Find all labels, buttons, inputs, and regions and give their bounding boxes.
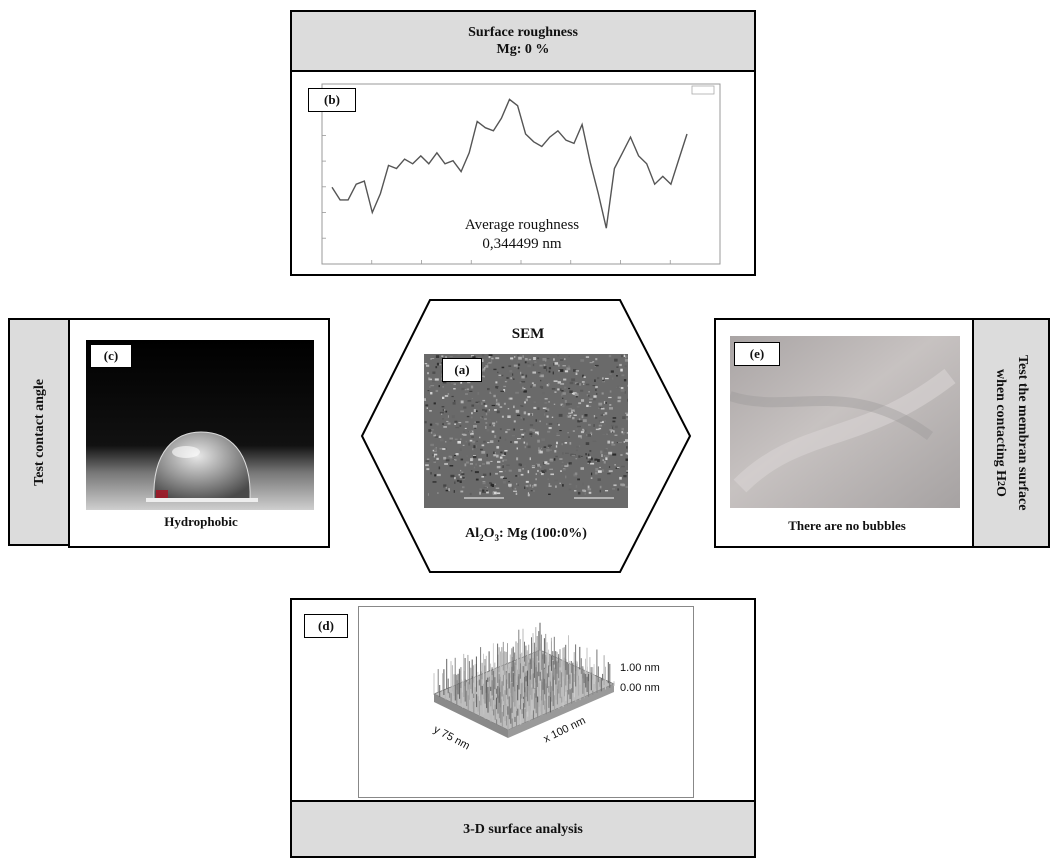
tag-a: (a) <box>442 358 482 382</box>
average-roughness-value: 0,344499 nm <box>482 236 562 252</box>
sem-caption-rest: : Mg (100:0%) <box>499 526 587 541</box>
sem-caption: Al2O3: Mg (100:0%) <box>424 526 628 543</box>
roughness-header: Surface roughness Mg: 0 % <box>290 10 756 72</box>
water-test-caption: There are no bubbles <box>788 518 906 533</box>
tag-b: (b) <box>308 88 356 112</box>
water-test-side-label: Test the membran surface when contacting… <box>972 318 1050 548</box>
water-test-label-line1: Test the membran surface <box>1015 355 1030 511</box>
membrane-surface-image <box>730 336 960 508</box>
water-test-label-text: Test the membran surface when contacting… <box>989 355 1033 510</box>
contact-angle-side-label: Test contact angle <box>8 318 70 546</box>
roughness-header-line1: Surface roughness <box>468 25 578 40</box>
roughness-profile-plot <box>321 83 721 265</box>
average-roughness-label: Average roughness <box>464 217 580 233</box>
water-test-label-sub: 2 <box>995 481 1006 487</box>
tag-c: (c) <box>90 344 132 368</box>
water-test-label-end: O <box>993 486 1008 497</box>
contact-angle-caption: Hydrophobic <box>164 514 238 529</box>
surface-3d-plot <box>433 622 615 738</box>
roughness-panel: (b) Average roughness 0,344499 nm <box>290 70 756 276</box>
sem-caption-o: O <box>483 526 495 541</box>
water-test-label-line2: when contacting H <box>993 369 1008 482</box>
sem-caption-sub2: 3 <box>494 532 500 543</box>
contact-angle-panel: (c) Hydrophobic <box>68 318 330 548</box>
surface-3d-frame <box>358 606 694 798</box>
water-test-panel: (e) There are no bubbles <box>714 318 976 548</box>
water-droplet-image <box>86 340 314 510</box>
sem-caption-sub1: 2 <box>479 532 484 543</box>
tag-d: (d) <box>304 614 348 638</box>
average-roughness-annotation: Average roughness 0,344499 nm <box>412 216 632 254</box>
roughness-header-line2: Mg: 0 % <box>496 42 550 57</box>
z-label-top: 1.00 nm <box>620 662 660 674</box>
tag-e: (e) <box>734 342 780 366</box>
z-label-bottom: 0.00 nm <box>620 682 660 694</box>
surface-3d-panel: (d) 1.00 nm 0.00 nm x 100 nm y 75 nm <box>290 598 756 802</box>
sem-caption-al: Al <box>465 526 480 541</box>
contact-angle-label-text: Test contact angle <box>31 378 47 486</box>
surface-3d-footer: 3-D surface analysis <box>290 800 756 858</box>
sem-title: SEM <box>511 326 545 342</box>
